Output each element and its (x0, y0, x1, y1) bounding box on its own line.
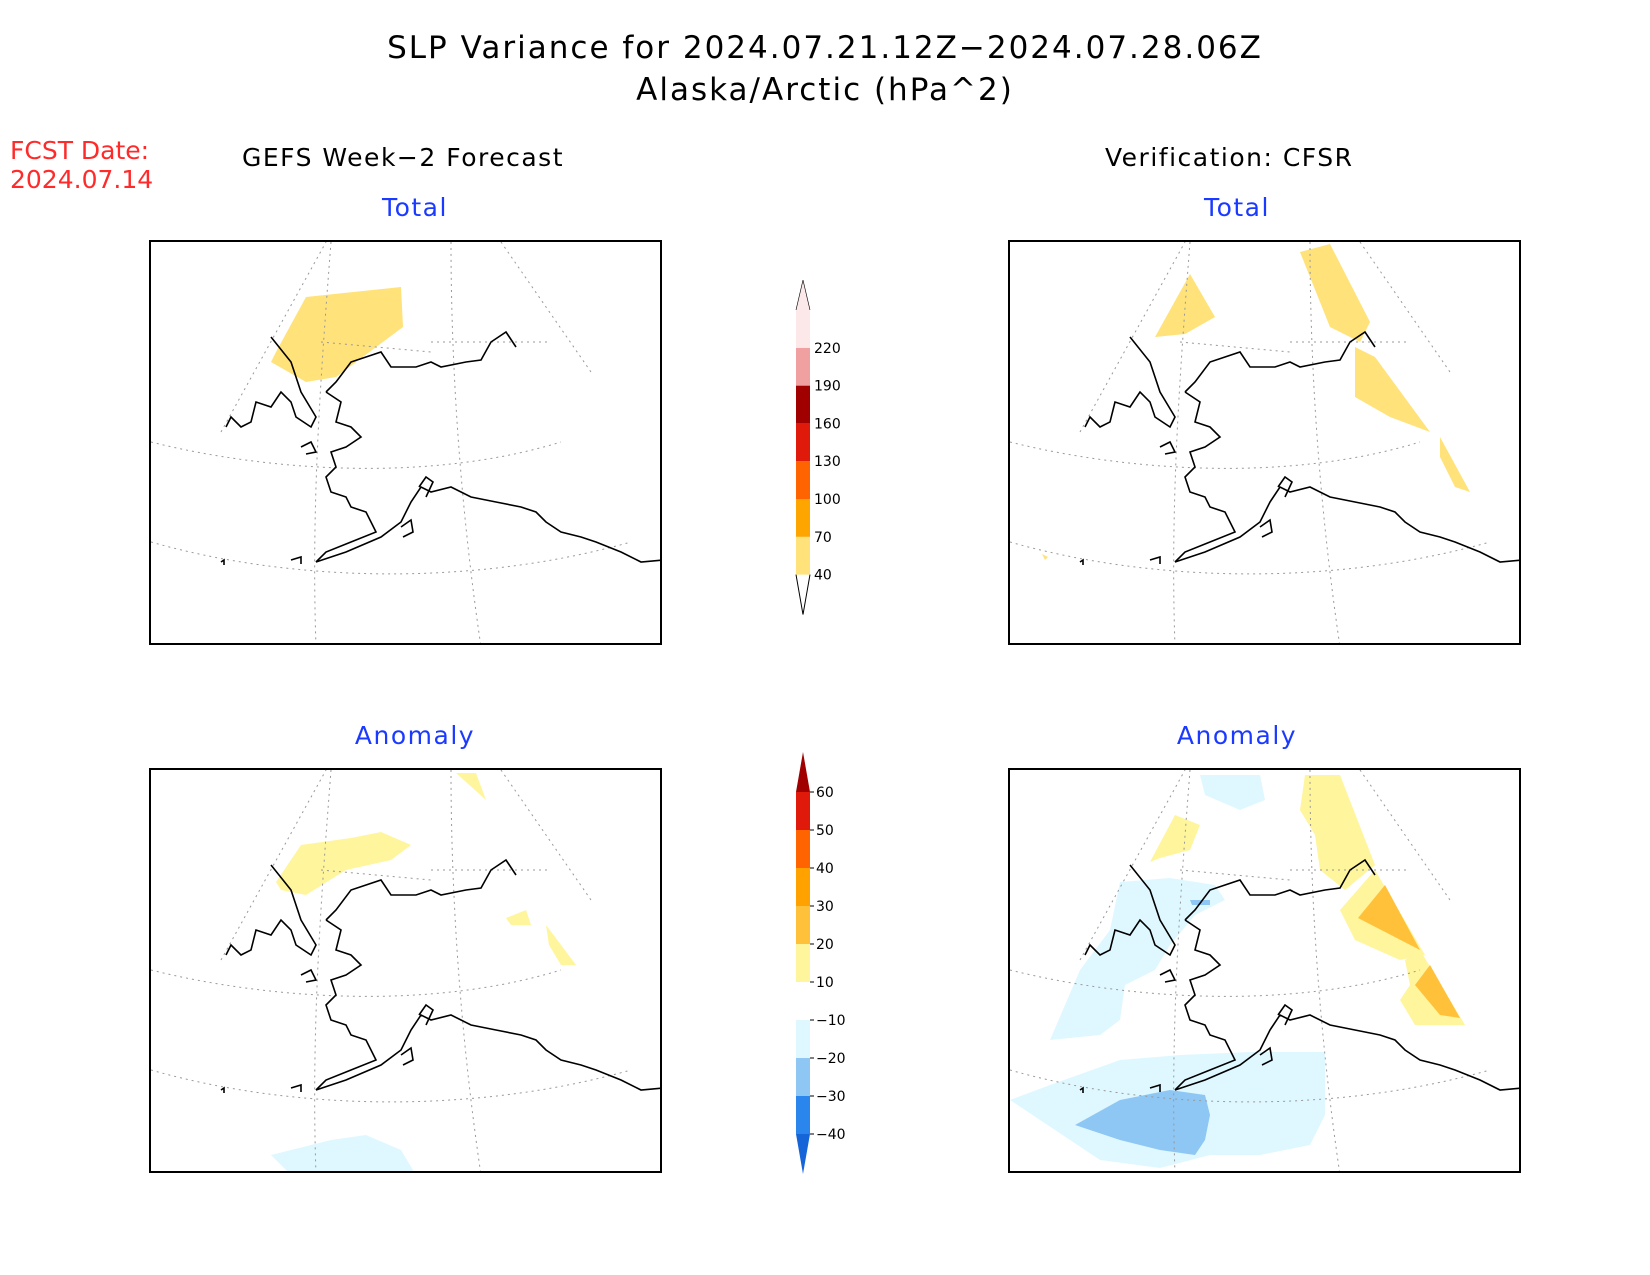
verification-total-label: Total (1204, 193, 1270, 222)
shaded-region (271, 287, 403, 382)
colorbar-tick-label: 220 (814, 341, 841, 357)
verification-column-title: Verification: CFSR (1105, 143, 1354, 172)
colorbar-tick-label: 20 (816, 937, 834, 953)
forecast-column-title: GEFS Week−2 Forecast (242, 143, 565, 172)
chart-title: SLP Variance for 2024.07.21.12Z−2024.07.… (387, 30, 1263, 66)
colorbar-tick-label: 190 (814, 379, 841, 395)
colorbar-tick-label: −20 (816, 1051, 846, 1067)
colorbar-tick-label: 40 (816, 861, 834, 877)
colorbar-swatch (796, 944, 810, 982)
colorbar-swatch (796, 1058, 810, 1096)
colorbar-tick-label: 60 (816, 785, 834, 801)
colorbar-tail-bottom (795, 574, 811, 615)
colorbar-tick-label: −40 (816, 1127, 846, 1143)
shaded-region (271, 773, 576, 1171)
colorbar-tail-top (796, 752, 810, 792)
forecast-date-block: FCST Date: 2024.07.14 (10, 136, 153, 194)
colorbar-tick-label: −10 (816, 1013, 846, 1029)
colorbar-tick-label: 100 (814, 492, 841, 508)
colorbar-swatch (796, 310, 810, 348)
anomaly-colorbar: −40 −30 −20 −10 10 20 30 40 50 60 (796, 752, 846, 1174)
colorbar-swatch (796, 1020, 810, 1058)
colorbar-tail-top (795, 280, 811, 311)
colorbar-tail-bottom (796, 1134, 810, 1174)
shaded-region (1042, 244, 1470, 560)
colorbar-swatch (796, 830, 810, 868)
colorbar-swatch (796, 461, 810, 499)
colorbar-swatch (796, 347, 810, 386)
verification-total-map (1008, 240, 1521, 645)
forecast-total-label: Total (382, 193, 448, 222)
forecast-total-map (149, 240, 662, 645)
colorbar-swatch (796, 792, 810, 830)
colorbar-swatch (796, 982, 810, 1020)
colorbar-tick-label: 50 (816, 823, 834, 839)
colorbar-tick-label: 130 (814, 454, 841, 470)
colorbar-swatch (796, 423, 810, 462)
forecast-date-value: 2024.07.14 (10, 165, 154, 194)
colorbar-swatch (796, 1096, 810, 1134)
colorbar-tick-label: 70 (814, 530, 832, 546)
verification-anomaly-label: Anomaly (1176, 721, 1298, 750)
shaded-region (1010, 775, 1465, 1168)
colorbar-swatch (796, 868, 810, 906)
colorbar-swatch (796, 499, 810, 537)
forecast-anomaly-label: Anomaly (354, 721, 476, 750)
colorbar-tick-label: 30 (816, 899, 834, 915)
total-colorbar: 40 70 100 130 160 190 220 (795, 280, 841, 615)
verification-anomaly-map (1008, 768, 1521, 1173)
colorbar-swatch (796, 385, 810, 424)
colorbar-swatch (796, 536, 810, 575)
colorbar-swatch (796, 906, 810, 944)
colorbar-tick-label: 10 (816, 975, 834, 991)
colorbar-tick-label: −30 (816, 1089, 846, 1105)
forecast-date-label: FCST Date: (10, 136, 150, 165)
chart-subtitle: Alaska/Arctic (hPa^2) (636, 72, 1014, 108)
forecast-anomaly-map (149, 768, 662, 1173)
colorbar-tick-label: 40 (814, 568, 832, 584)
colorbar-tick-label: 160 (814, 416, 841, 432)
